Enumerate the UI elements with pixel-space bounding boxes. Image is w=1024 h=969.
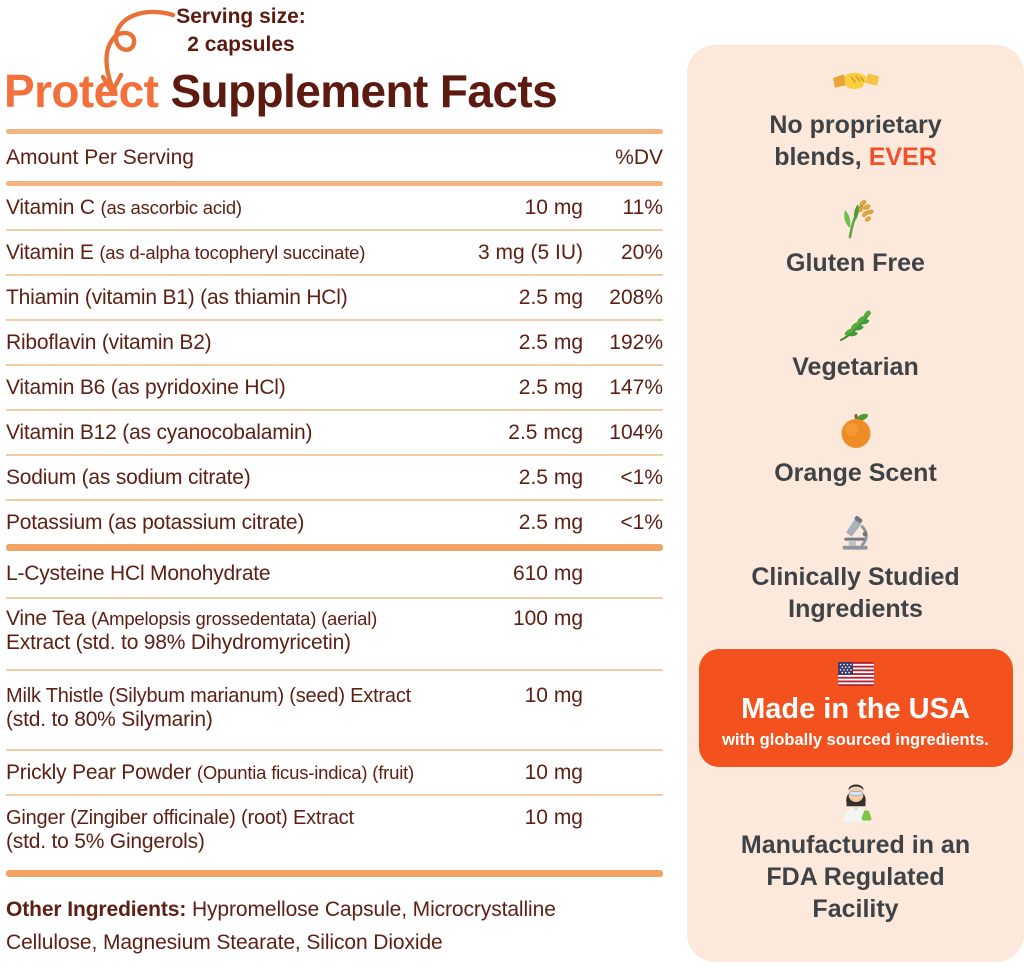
ingredient-name-line2: (std. to 80% Silymarin) [6, 708, 213, 731]
ingredient-amount: 10 mg [524, 684, 583, 707]
ingredient-amount: 10 mg [524, 195, 583, 219]
row-divider [6, 229, 663, 231]
ingredient-name: Vitamin C (as ascorbic acid) [6, 195, 242, 219]
herb-icon [839, 310, 871, 341]
ingredient-name: Thiamin (vitamin B1) (as thiamin HCl) [6, 285, 348, 309]
ingredient-name: Potassium (as potassium citrate) [6, 510, 305, 534]
ingredient-name: Ginger (Zingiber officinale) (root) Extr… [6, 806, 465, 854]
table-row: Riboflavin (vitamin B2) 2.5 mg 192% [6, 321, 663, 364]
rice-sheaf-icon [843, 200, 874, 239]
made-in-usa-title: Made in the USA [741, 693, 970, 725]
table-row: Vitamin B6 (as pyridoxine HCl) 2.5 mg 14… [6, 366, 663, 409]
ingredient-name: L-Cysteine HCl Monohydrate [6, 562, 271, 585]
row-divider [6, 597, 663, 599]
ingredient-dv: 104% [609, 420, 663, 444]
ingredient-amount: 3 mg (5 IU) [477, 240, 583, 264]
ingredient-dv: 208% [609, 285, 663, 309]
table-row: Vitamin E (as d-alpha tocopheryl succina… [6, 231, 663, 274]
ingredient-amount: 2.5 mg [518, 465, 583, 489]
table-row: Thiamin (vitamin B1) (as thiamin HCl) 2.… [6, 276, 663, 319]
row-divider [6, 749, 663, 751]
ingredient-name: Riboflavin (vitamin B2) [6, 330, 212, 354]
row-divider [6, 454, 663, 456]
product-name: Protect [4, 65, 159, 117]
table-row: Prickly Pear Powder (Opuntia ficus-indic… [6, 751, 663, 794]
other-ingredients-label: Other Ingredients: [6, 898, 187, 921]
title-rest: Supplement Facts [158, 65, 558, 117]
badge-fda-facility: Manufactured in an FDA Regulated Facilit… [740, 831, 971, 923]
section-divider [6, 544, 663, 551]
table-row: Ginger (Zingiber officinale) (root) Extr… [6, 796, 663, 870]
benefits-panel: No proprietary blends, EVER Gluten Free [687, 45, 1024, 962]
supplement-facts-table: Amount Per Serving %DV Vitamin C (as asc… [6, 129, 663, 959]
ingredient-dv: <1% [620, 465, 663, 489]
other-ingredients-text: Hypromellose Capsule, Microcrystalline C… [6, 898, 556, 954]
table-row: Sodium (as sodium citrate) 2.5 mg <1% [6, 456, 663, 499]
table-header-rule [6, 181, 663, 186]
ingredient-amount: 2.5 mg [518, 510, 583, 534]
us-flag-icon [837, 662, 874, 686]
ingredient-dv: 11% [622, 195, 663, 219]
ingredient-name: Vitamin B6 (as pyridoxine HCl) [6, 375, 286, 399]
page-title: Protect Supplement Facts [4, 64, 558, 118]
ingredient-name-line2: (std. to 5% Gingerols) [6, 830, 205, 853]
badge-no-proprietary-blends: No proprietary blends, EVER [769, 111, 942, 171]
made-in-usa-card: Made in the USA with globally sourced in… [698, 649, 1013, 767]
table-row: L-Cysteine HCl Monohydrate 610 mg [6, 551, 663, 597]
ingredient-name: Vitamin B12 (as cyanocobalamin) [6, 420, 313, 444]
ingredient-amount: 2.5 mg [518, 330, 583, 354]
ever-accent: EVER [868, 143, 937, 171]
ingredient-amount: 10 mg [524, 760, 583, 784]
ingredient-name: Prickly Pear Powder (Opuntia ficus-indic… [6, 760, 414, 784]
table-row: Vine Tea (Ampelopsis grossedentata) (aer… [6, 599, 663, 669]
ingredient-name: Vitamin E (as d-alpha tocopheryl succina… [6, 240, 366, 264]
ingredient-dv: 20% [620, 240, 663, 264]
row-divider [6, 364, 663, 366]
ingredient-amount: 2.5 mg [518, 375, 583, 399]
serving-size-value: 2 capsules [187, 33, 295, 57]
ingredient-name: Sodium (as sodium citrate) [6, 465, 251, 489]
other-ingredients: Other Ingredients: Hypromellose Capsule,… [6, 893, 606, 959]
tangerine-icon [841, 413, 870, 448]
table-row: Potassium (as potassium citrate) 2.5 mg … [6, 501, 663, 544]
section-divider [6, 870, 663, 877]
row-divider [6, 409, 663, 411]
ingredient-amount: 610 mg [512, 562, 583, 585]
table-top-rule [6, 129, 663, 134]
badge-clinically-studied: Clinically Studied Ingredients [751, 563, 960, 623]
ingredient-dv: 192% [609, 330, 663, 354]
badge-gluten-free: Gluten Free [786, 249, 925, 277]
badge-orange-scent: Orange Scent [774, 459, 937, 487]
ingredient-amount: 2.5 mg [518, 285, 583, 309]
badge-vegetarian: Vegetarian [792, 353, 919, 381]
microscope-icon [842, 515, 868, 550]
ingredient-amount: 100 mg [512, 607, 583, 630]
table-row: Milk Thistle (Silybum marianum) (seed) E… [6, 671, 663, 749]
table-row: Vitamin B12 (as cyanocobalamin) 2.5 mcg … [6, 411, 663, 454]
ingredient-name: Vine Tea (Ampelopsis grossedentata) (aer… [6, 607, 465, 655]
ingredient-amount: 2.5 mcg [508, 420, 583, 444]
row-divider [6, 669, 663, 671]
row-divider [6, 794, 663, 796]
serving-size-label: Serving size: [176, 5, 306, 28]
table-header-row: Amount Per Serving %DV [6, 134, 663, 181]
row-divider [6, 274, 663, 276]
table-row: Vitamin C (as ascorbic acid) 10 mg 11% [6, 186, 663, 229]
serving-size-note: Serving size: 2 capsules [148, 3, 334, 60]
made-in-usa-subtitle: with globally sourced ingredients. [722, 731, 989, 749]
row-divider [6, 499, 663, 501]
ingredient-dv: <1% [620, 510, 663, 534]
ingredient-dv: 147% [609, 375, 663, 399]
ingredient-amount: 10 mg [524, 806, 583, 829]
curly-arrow-icon [86, 6, 178, 106]
handshake-icon [832, 72, 879, 90]
dv-header: %DV [615, 145, 663, 169]
ingredient-name: Milk Thistle (Silybum marianum) (seed) E… [6, 684, 465, 732]
woman-scientist-icon [842, 784, 871, 822]
amount-per-serving-header: Amount Per Serving [6, 145, 194, 169]
row-divider [6, 319, 663, 321]
ingredient-name-line2: Extract (std. to 98% Dihydromyricetin) [6, 631, 351, 654]
